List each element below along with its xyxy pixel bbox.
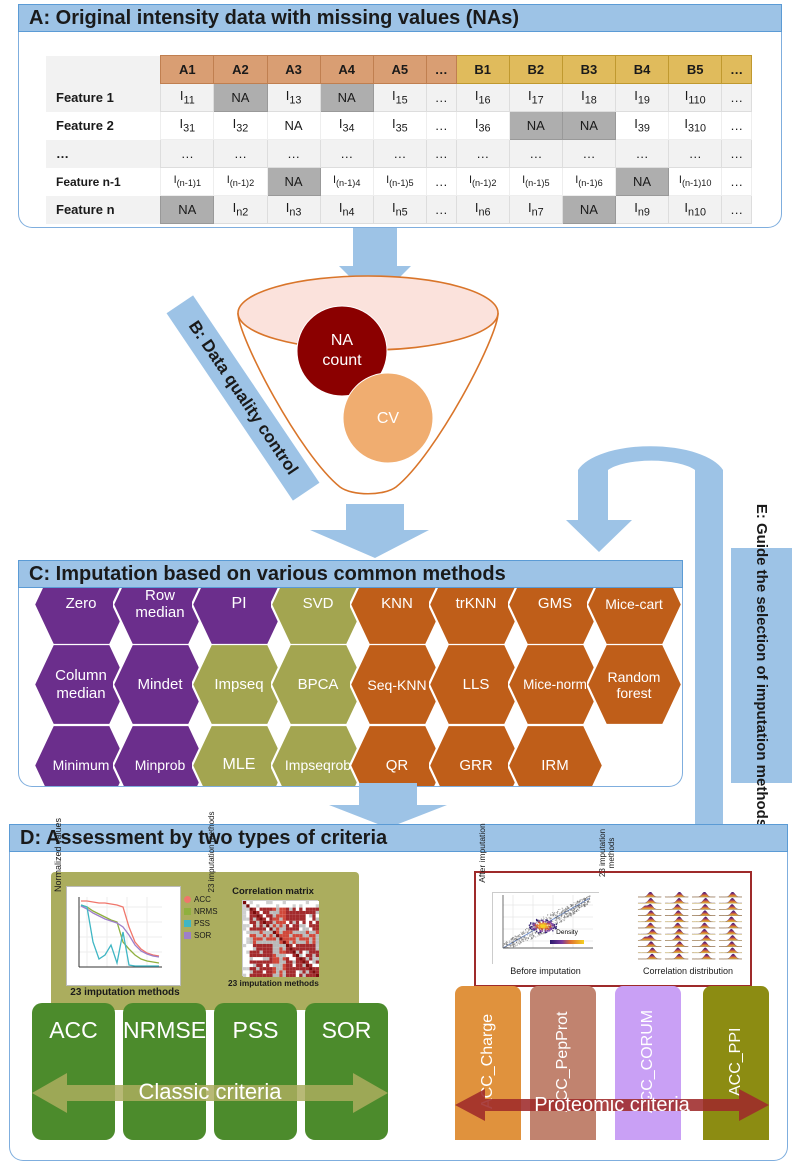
- svg-text:Density: Density: [556, 929, 578, 936]
